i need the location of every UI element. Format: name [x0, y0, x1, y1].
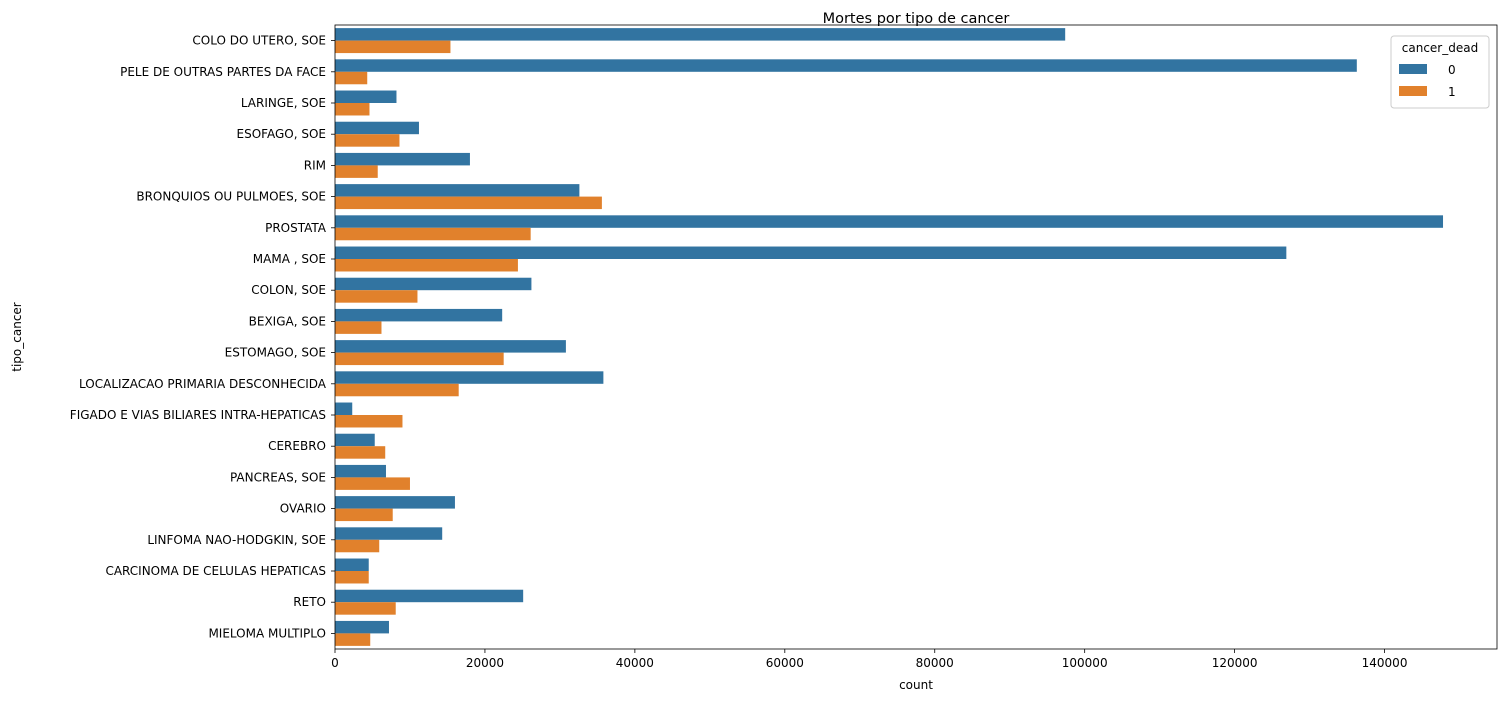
- legend-label-0: 0: [1448, 63, 1456, 77]
- y-axis-label: tipo_cancer: [10, 302, 24, 372]
- bar-1-11: [335, 383, 459, 397]
- bar-1-18: [335, 602, 396, 615]
- bar-0-7: [335, 246, 1287, 259]
- bar-1-6: [335, 227, 531, 241]
- bar-0-13: [335, 433, 375, 447]
- bar-1-1: [335, 71, 368, 85]
- y-tick-label: LINFOMA NAO-HODGKIN, SOE: [147, 533, 326, 547]
- legend-items: 01: [1399, 63, 1456, 99]
- bar-0-8: [335, 277, 532, 291]
- legend-label-1: 1: [1448, 85, 1456, 99]
- bar-0-2: [335, 90, 397, 103]
- y-tick-label: COLO DO UTERO, SOE: [192, 34, 326, 48]
- bar-0-12: [335, 402, 353, 415]
- chart-title: Mortes por tipo de cancer: [823, 11, 1010, 27]
- y-tick-label: OVARIO: [280, 502, 326, 516]
- legend-swatch-0: [1399, 64, 1427, 74]
- bar-1-16: [335, 539, 380, 553]
- x-tick-label: 0: [331, 656, 339, 670]
- x-tick-label: 100000: [1062, 656, 1108, 670]
- bar-1-4: [335, 165, 378, 178]
- bar-0-6: [335, 215, 1444, 228]
- bar-0-5: [335, 184, 580, 197]
- bar-0-17: [335, 558, 369, 571]
- bar-1-7: [335, 259, 518, 272]
- bar-0-10: [335, 340, 566, 353]
- legend-title: cancer_dead: [1402, 41, 1478, 55]
- y-tick-label: ESTOMAGO, SOE: [225, 346, 326, 360]
- bar-1-9: [335, 321, 382, 334]
- bar-0-15: [335, 496, 455, 509]
- bar-1-2: [335, 103, 370, 116]
- bar-1-5: [335, 196, 602, 210]
- bar-1-3: [335, 134, 400, 147]
- bar-1-10: [335, 352, 504, 366]
- bar-0-4: [335, 152, 470, 166]
- legend: cancer_dead 01: [1390, 35, 1490, 109]
- x-tick-label: 120000: [1212, 656, 1258, 670]
- y-tick-label: ESOFAGO, SOE: [237, 127, 326, 141]
- bar-0-3: [335, 121, 419, 135]
- y-tick-label: CARCINOMA DE CELULAS HEPATICAS: [105, 564, 326, 578]
- x-axis-label: count: [899, 678, 933, 692]
- legend-swatch-1: [1399, 86, 1427, 96]
- x-tick-labels: 0 20000 40000 60000 80000 100000 120000 140000: [331, 649, 1407, 670]
- bar-1-17: [335, 571, 369, 584]
- y-tick-label: LARINGE, SOE: [241, 96, 326, 110]
- bars-layer: [335, 28, 1444, 646]
- y-tick-label: LOCALIZACAO PRIMARIA DESCONHECIDA: [79, 377, 327, 391]
- bar-1-15: [335, 508, 393, 522]
- bar-0-11: [335, 371, 604, 384]
- y-tick-label: MAMA , SOE: [253, 252, 326, 266]
- bar-1-8: [335, 290, 418, 303]
- y-tick-label: FIGADO E VIAS BILIARES INTRA-HEPATICAS: [70, 408, 326, 422]
- bar-1-0: [335, 40, 451, 54]
- y-tick-labels: COLO DO UTERO, SOE PELE DE OUTRAS PARTES …: [70, 34, 335, 640]
- bar-1-14: [335, 477, 410, 490]
- bar-1-12: [335, 415, 403, 428]
- x-tick-label: 40000: [616, 656, 654, 670]
- plot-frame: [334, 24, 1498, 650]
- y-tick-label: BEXIGA, SOE: [249, 314, 326, 328]
- bar-1-19: [335, 633, 371, 646]
- y-tick-label: RETO: [293, 595, 326, 609]
- bar-0-14: [335, 464, 386, 478]
- x-tick-label: 80000: [916, 656, 954, 670]
- bar-0-16: [335, 527, 443, 540]
- y-tick-label: COLON, SOE: [251, 283, 326, 297]
- bar-0-0: [335, 28, 1066, 41]
- bar-1-13: [335, 446, 386, 459]
- y-tick-label: RIM: [304, 158, 326, 172]
- y-tick-label: PROSTATA: [265, 221, 327, 235]
- bar-0-18: [335, 589, 524, 603]
- y-tick-label: PANCREAS, SOE: [230, 470, 326, 484]
- bar-0-1: [335, 59, 1357, 72]
- bar-0-9: [335, 308, 503, 322]
- x-tick-label: 20000: [466, 656, 504, 670]
- x-tick-label: 140000: [1362, 656, 1408, 670]
- y-tick-label: CEREBRO: [268, 439, 326, 453]
- y-tick-label: MIELOMA MULTIPLO: [208, 626, 326, 640]
- y-tick-label: PELE DE OUTRAS PARTES DA FACE: [120, 65, 326, 79]
- x-tick-label: 60000: [766, 656, 804, 670]
- bar-0-19: [335, 620, 389, 634]
- y-tick-label: BRONQUIOS OU PULMOES, SOE: [136, 190, 326, 204]
